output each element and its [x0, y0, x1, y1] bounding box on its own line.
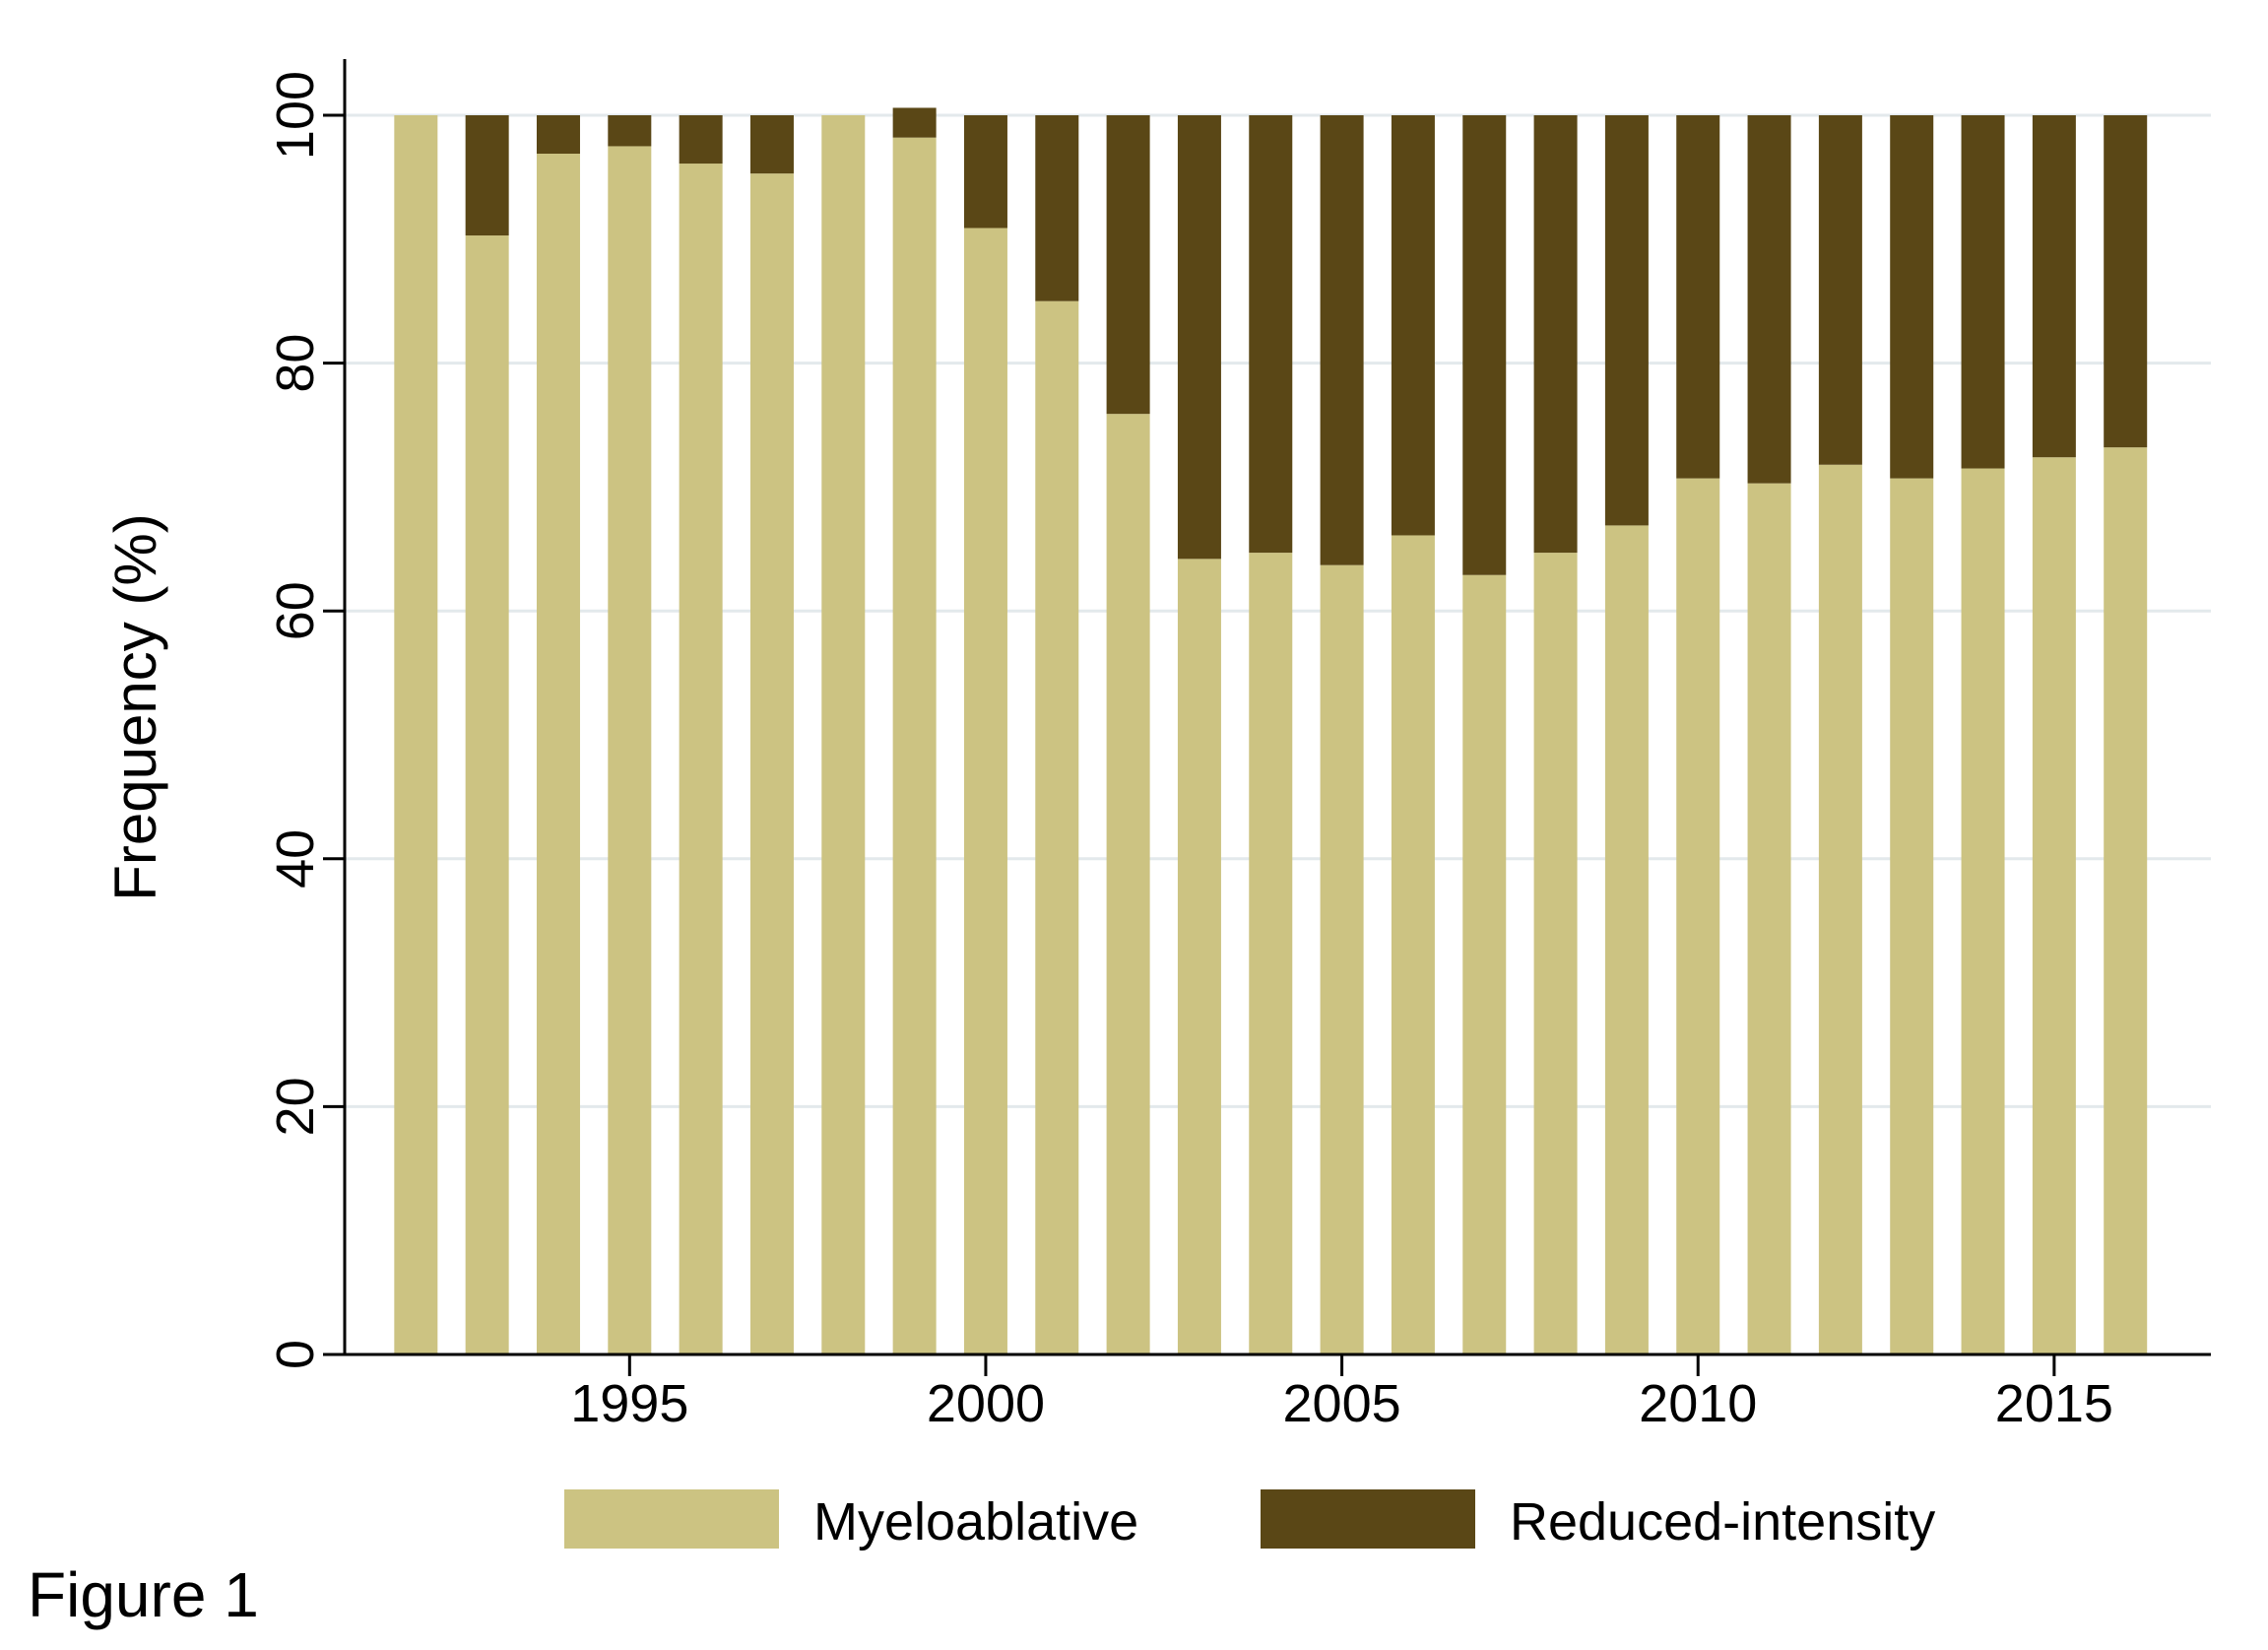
legend-label-reduced-intensity: Reduced-intensity [1510, 1492, 1935, 1551]
bar-myeloablative [1533, 553, 1578, 1354]
bar-myeloablative [1177, 559, 1221, 1354]
bar-reduced-intensity [1035, 115, 1079, 301]
bar-myeloablative [1961, 468, 2005, 1354]
bar-myeloablative [1818, 464, 1862, 1355]
bars [394, 107, 2148, 1355]
bar-myeloablative [963, 228, 1007, 1354]
legend-swatch-reduced-intensity [1261, 1489, 1475, 1549]
bar-myeloablative [1391, 535, 1435, 1354]
bar-reduced-intensity [465, 115, 509, 236]
bar-myeloablative [1604, 525, 1649, 1354]
bar-myeloablative [536, 153, 580, 1354]
bar-reduced-intensity [608, 115, 652, 147]
x-tick-label: 2000 [927, 1374, 1045, 1433]
bar-myeloablative [2104, 447, 2148, 1354]
bar-myeloablative [749, 173, 794, 1355]
bar-myeloablative [1890, 478, 1934, 1354]
bar-reduced-intensity [536, 115, 580, 154]
bar-reduced-intensity [1177, 115, 1221, 560]
x-ticks: 1995 2000 2005 2010 2015 [570, 1354, 2113, 1433]
bar-reduced-intensity [1249, 115, 1293, 554]
bar-myeloablative [394, 115, 438, 1354]
bar-reduced-intensity [1818, 115, 1862, 465]
bar-myeloablative [1249, 553, 1293, 1354]
bar-reduced-intensity [749, 115, 794, 174]
bar-reduced-intensity [1106, 115, 1150, 415]
y-tick-label: 0 [266, 1340, 325, 1369]
y-ticks: 0 20 40 60 80 100 [266, 71, 345, 1369]
bar-reduced-intensity [1320, 115, 1364, 565]
bar-myeloablative [1747, 483, 1791, 1355]
bar-reduced-intensity [892, 107, 937, 138]
bar-myeloablative [2032, 457, 2076, 1354]
legend: Myeloablative Reduced-intensity [564, 1489, 1935, 1551]
bar-myeloablative [1320, 564, 1364, 1354]
y-tick-label: 100 [266, 71, 325, 160]
y-tick-label: 20 [266, 1077, 325, 1136]
bar-reduced-intensity [1462, 115, 1507, 575]
bar-reduced-intensity [2104, 115, 2148, 448]
bar-reduced-intensity [1391, 115, 1435, 536]
bar-reduced-intensity [1890, 115, 1934, 479]
bar-myeloablative [1035, 300, 1079, 1355]
bar-reduced-intensity [679, 115, 723, 165]
bar-myeloablative [1106, 414, 1150, 1355]
bar-myeloablative [608, 146, 652, 1355]
legend-swatch-myeloablative [564, 1489, 779, 1549]
bar-myeloablative [1676, 478, 1720, 1354]
bar-reduced-intensity [1676, 115, 1720, 479]
y-tick-label: 60 [266, 581, 325, 640]
bar-myeloablative [821, 115, 866, 1354]
bar-reduced-intensity [1747, 115, 1791, 484]
y-tick-label: 40 [266, 829, 325, 889]
figure-caption: Figure 1 [28, 1559, 259, 1630]
bar-myeloablative [465, 235, 509, 1354]
x-tick-label: 1995 [570, 1374, 688, 1433]
x-tick-label: 2010 [1639, 1374, 1757, 1433]
bar-myeloablative [679, 164, 723, 1354]
y-tick-label: 80 [266, 334, 325, 393]
bar-reduced-intensity [1533, 115, 1578, 554]
y-axis-title: Frequency (%) [102, 513, 168, 900]
bar-reduced-intensity [2032, 115, 2076, 458]
axes [343, 59, 2211, 1356]
legend-label-myeloablative: Myeloablative [813, 1492, 1138, 1551]
x-tick-label: 2005 [1283, 1374, 1401, 1433]
x-tick-label: 2015 [1995, 1374, 2113, 1433]
bar-myeloablative [892, 137, 937, 1354]
bar-reduced-intensity [1604, 115, 1649, 526]
bar-myeloablative [1462, 574, 1507, 1354]
bar-reduced-intensity [1961, 115, 2005, 469]
bar-reduced-intensity [963, 115, 1007, 229]
